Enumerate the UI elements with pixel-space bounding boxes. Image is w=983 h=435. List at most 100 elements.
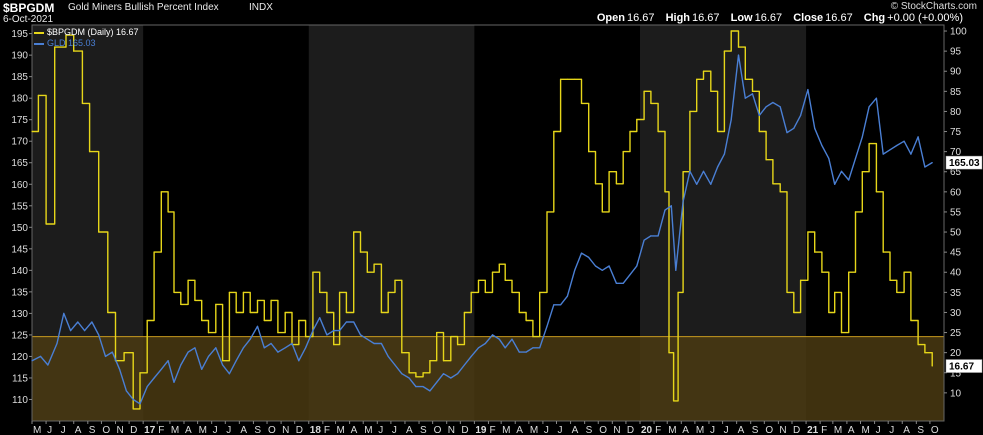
bpgdm-point xyxy=(910,319,912,322)
x-tick-label: O xyxy=(765,425,773,435)
x-tick-label: O xyxy=(931,425,939,435)
gld-point xyxy=(359,334,362,336)
bpgdm-point xyxy=(668,352,670,354)
right-tick-label: 80 xyxy=(950,107,962,118)
gld-point xyxy=(814,127,816,129)
x-tick-label: 17 xyxy=(144,425,156,435)
gld-point xyxy=(477,347,480,349)
gld-point xyxy=(98,334,100,336)
bpgdm-point xyxy=(98,231,100,233)
chg-label: Chg xyxy=(863,12,886,24)
x-tick-label: N xyxy=(116,425,123,435)
x-tick-label: D xyxy=(627,425,634,435)
bpgdm-point xyxy=(636,118,638,121)
x-tick-label: F xyxy=(655,425,661,435)
bpgdm-point xyxy=(270,299,272,301)
gld-point xyxy=(484,342,486,345)
bpgdm-point xyxy=(622,151,624,153)
gld-point xyxy=(366,338,368,340)
bpgdm-last-tag-text: 16.67 xyxy=(949,362,974,373)
bpgdm-point xyxy=(588,151,590,153)
gld-point xyxy=(504,347,506,349)
gld-point xyxy=(730,119,732,121)
bpgdm-point xyxy=(394,279,396,281)
bpgdm-point xyxy=(525,319,527,322)
gld-point xyxy=(450,377,452,379)
gld-point xyxy=(786,132,788,134)
gld-point xyxy=(539,347,541,349)
brand-watermark: © StockCharts.com xyxy=(890,1,977,12)
gld-point xyxy=(339,330,341,332)
gld-point xyxy=(249,338,251,340)
bpgdm-point xyxy=(180,303,182,305)
gld-last-tag-text: 165.03 xyxy=(949,158,980,169)
gld-point xyxy=(228,373,230,375)
x-tick-label: A xyxy=(185,425,192,435)
legend-item-gld: GLD 165.03 xyxy=(34,38,96,48)
bpgdm-point xyxy=(81,102,83,104)
left-tick-label: 120 xyxy=(11,352,28,363)
left-tick-label: 155 xyxy=(11,201,28,212)
gld-point xyxy=(436,381,438,383)
x-tick-label: 19 xyxy=(475,425,487,435)
x-tick-label: J xyxy=(47,425,52,435)
gld-point xyxy=(270,342,272,345)
bpgdm-point xyxy=(560,78,562,80)
gld-point xyxy=(91,321,93,323)
gld-point xyxy=(77,321,79,323)
symbol-label: $BPGDM xyxy=(3,1,55,15)
bpgdm-point xyxy=(457,344,459,346)
bpgdm-point xyxy=(319,291,321,293)
left-tick-label: 195 xyxy=(11,29,28,40)
x-tick-label: D xyxy=(130,425,137,435)
left-tick-label: 160 xyxy=(11,180,28,191)
bpgdm-point xyxy=(470,291,472,293)
right-tick-label: 15 xyxy=(950,368,962,379)
gld-point xyxy=(312,330,314,332)
gld-point xyxy=(160,368,162,370)
bpgdm-point xyxy=(201,319,203,322)
x-tick-label: F xyxy=(489,425,495,435)
gld-last-tag: 165.03 xyxy=(945,155,983,170)
x-tick-label: M xyxy=(33,425,41,435)
x-tick-label: A xyxy=(848,425,855,435)
bpgdm-point xyxy=(594,183,597,185)
x-tick-label: 18 xyxy=(310,425,322,435)
bpgdm-point xyxy=(173,291,175,293)
gld-point xyxy=(675,269,677,271)
left-tick-label: 190 xyxy=(11,51,28,62)
bpgdm-point xyxy=(498,263,500,265)
x-tick-label: A xyxy=(351,425,358,435)
x-tick-label: O xyxy=(434,425,442,435)
bpgdm-point xyxy=(643,90,645,92)
bpgdm-point xyxy=(153,251,155,253)
gld-point xyxy=(173,381,175,383)
bpgdm-point xyxy=(615,183,618,185)
bpgdm-point xyxy=(553,130,555,133)
bpgdm-point xyxy=(580,102,583,104)
bpgdm-point xyxy=(73,50,75,52)
gld-point xyxy=(56,342,58,345)
x-tick-label: M xyxy=(834,425,842,435)
bpgdm-point xyxy=(373,263,375,265)
gld-point xyxy=(800,114,802,116)
gld-point xyxy=(861,136,863,138)
gld-swatch xyxy=(34,42,44,45)
left-tick-label: 125 xyxy=(11,330,28,341)
left-tick-label: 135 xyxy=(11,287,28,298)
bpgdm-point xyxy=(167,211,169,213)
gld-point xyxy=(326,334,328,336)
bpgdm-point xyxy=(31,130,33,133)
gld-point xyxy=(201,368,203,370)
gld-point xyxy=(167,360,169,362)
bpgdm-point xyxy=(861,171,863,173)
bpgdm-point xyxy=(422,372,424,374)
gld-point xyxy=(491,334,494,336)
x-tick-label: A xyxy=(516,425,523,435)
gld-point xyxy=(594,265,597,267)
legend-label-gld: GLD 165.03 xyxy=(47,38,96,48)
bpgdm-point xyxy=(677,291,679,293)
gld-point xyxy=(119,368,121,370)
